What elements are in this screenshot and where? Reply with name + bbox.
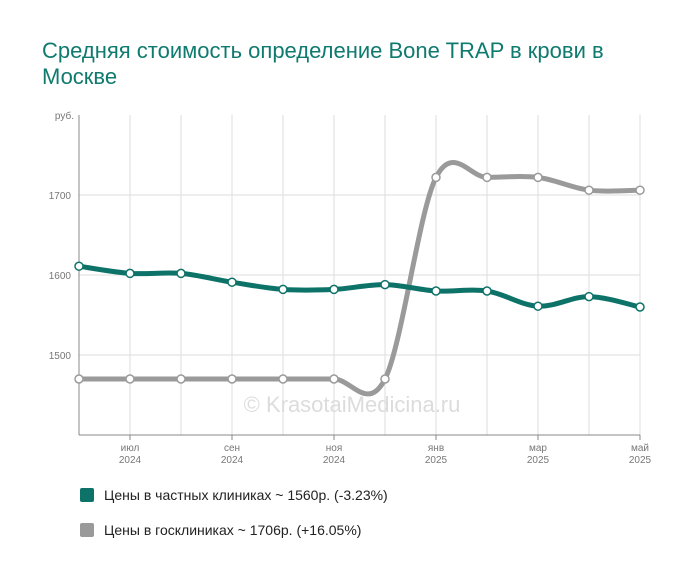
data-point-private	[533, 301, 543, 311]
data-point-public	[227, 374, 237, 384]
data-point-private	[431, 286, 441, 296]
x-tick-label-month: сен	[224, 443, 240, 454]
x-tick-label-year: 2024	[323, 455, 346, 466]
legend-label-public: Цены в госклиниках ~ 1706р. (+16.05%)	[104, 522, 362, 538]
data-point-public	[482, 172, 492, 183]
x-tick-label-year: 2025	[425, 455, 448, 466]
data-point-public	[380, 374, 390, 384]
data-point-public	[329, 374, 339, 384]
data-point-private	[227, 277, 237, 287]
y-unit-label: руб.	[55, 110, 74, 122]
data-point-private	[635, 302, 645, 312]
legend-label-private: Цены в частных клиниках ~ 1560р. (-3.23%…	[104, 487, 388, 503]
data-point-public	[125, 374, 135, 384]
legend-swatch-public	[80, 523, 94, 537]
data-point-public	[74, 374, 84, 384]
data-point-public	[176, 374, 186, 384]
x-tick-label-year: 2024	[221, 455, 244, 466]
x-tick-label-month: ноя	[326, 443, 343, 454]
x-tick-label-year: 2025	[629, 455, 652, 466]
x-tick-label-month: июл	[121, 443, 140, 454]
data-point-private	[380, 279, 390, 290]
data-point-private	[176, 268, 186, 279]
x-tick-label-month: мар	[529, 443, 547, 454]
data-point-private	[329, 284, 339, 295]
data-point-public	[635, 185, 645, 195]
y-tick-label: 1600	[49, 271, 72, 282]
legend-item-public[interactable]: Цены в госклиниках ~ 1706р. (+16.05%)	[80, 522, 361, 538]
data-point-public	[431, 172, 441, 183]
watermark: © KrasotaiMedicina.ru	[244, 392, 461, 417]
data-point-public	[278, 374, 288, 384]
y-tick-label: 1700	[49, 191, 72, 202]
data-point-private	[278, 284, 288, 295]
legend-swatch-private	[80, 488, 94, 502]
series-line-private	[76, 263, 643, 310]
data-point-public	[533, 172, 543, 183]
y-tick-label: 1500	[49, 351, 72, 362]
chart-title: Средняя стоимость определение Bone TRAP …	[42, 38, 604, 89]
data-point-private	[584, 291, 594, 302]
series-line-public	[76, 160, 643, 397]
x-tick-label-year: 2024	[119, 455, 142, 466]
data-point-public	[584, 185, 594, 195]
data-point-private	[74, 261, 84, 271]
line-chart: 150016001700руб.июл2024сен2024ноя2024янв…	[49, 110, 652, 466]
data-point-private	[482, 286, 492, 296]
legend-item-private[interactable]: Цены в частных клиниках ~ 1560р. (-3.23%…	[80, 487, 388, 503]
x-tick-label-month: янв	[428, 443, 444, 454]
data-point-private	[125, 268, 135, 279]
x-tick-label-year: 2025	[527, 455, 550, 466]
x-tick-label-month: май	[631, 443, 649, 454]
